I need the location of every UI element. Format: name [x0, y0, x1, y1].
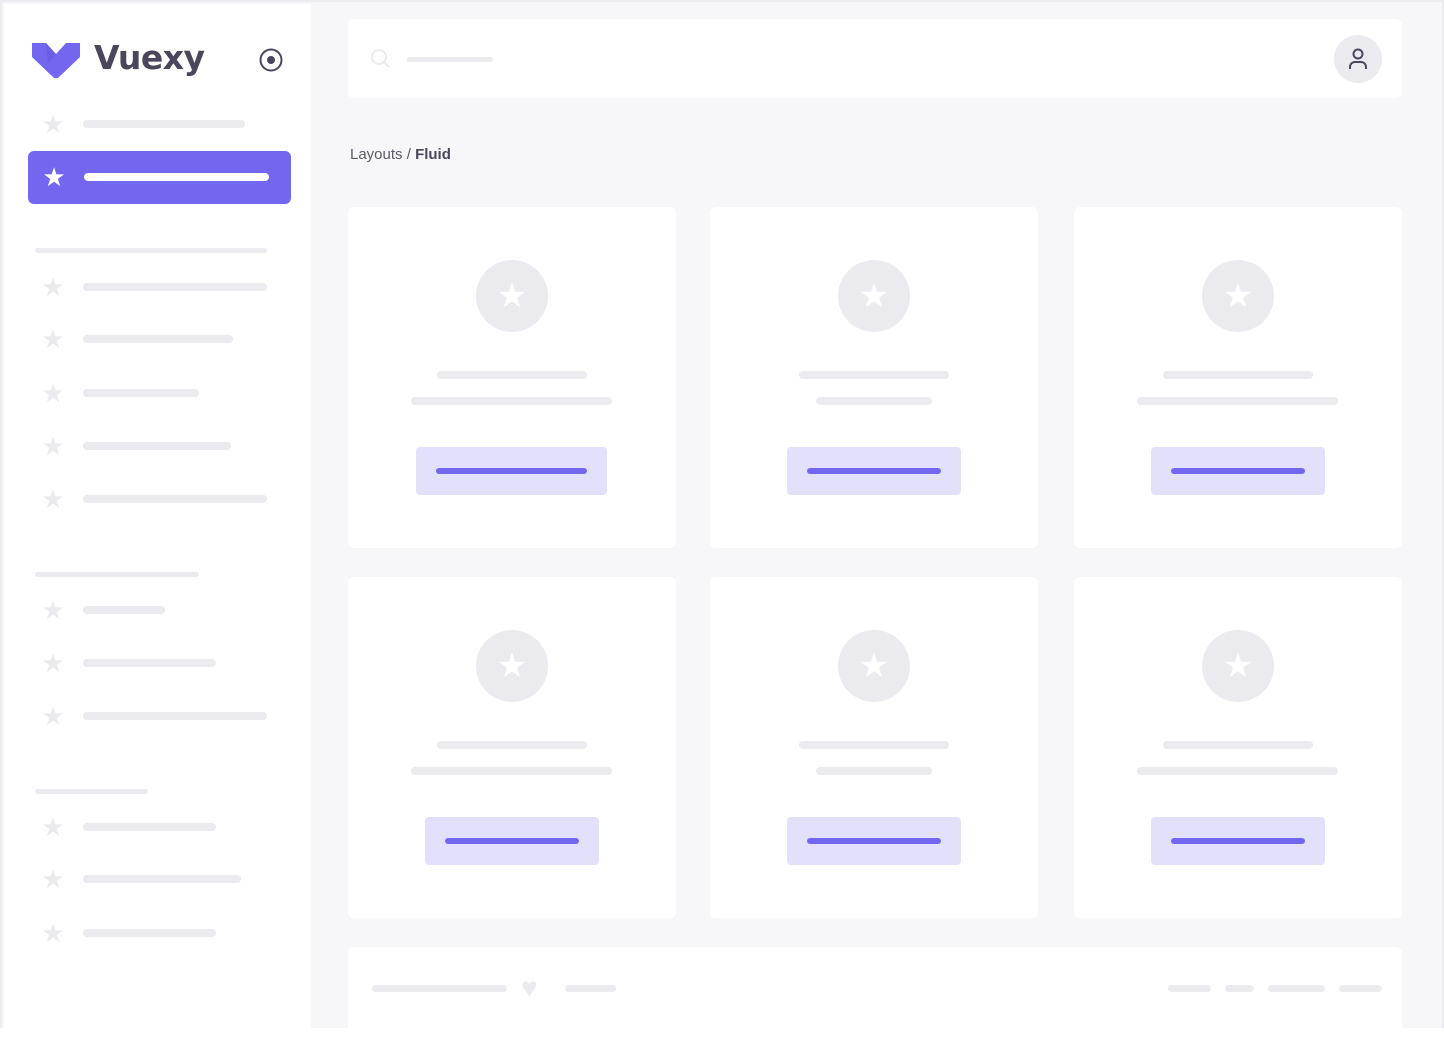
sidebar: Vuexy ★ ★ ★ ★ ★ ★ ★ ★ ★ ★ ★ ★ ★: [4, 4, 311, 1030]
footer: ♥: [348, 947, 1402, 1037]
placeholder-line: [83, 283, 267, 291]
breadcrumb-parent[interactable]: Layouts: [350, 146, 403, 163]
content-card: ★: [710, 577, 1038, 918]
star-icon: ★: [41, 431, 65, 461]
section-header: [35, 248, 267, 253]
breadcrumb-current: Fluid: [415, 146, 451, 163]
star-icon: ★: [41, 378, 65, 408]
star-icon: ★: [41, 272, 65, 302]
placeholder-line: [799, 741, 949, 749]
star-icon: ★: [41, 701, 65, 731]
button-label-placeholder: [436, 468, 587, 474]
card-button[interactable]: [425, 817, 599, 865]
user-icon: [1349, 48, 1367, 69]
placeholder-line: [372, 985, 507, 992]
placeholder-line: [565, 985, 616, 992]
star-icon: ★: [41, 864, 65, 894]
footer-link[interactable]: [1268, 985, 1325, 992]
card-button[interactable]: [787, 447, 961, 495]
star-icon: ★: [476, 260, 548, 332]
placeholder-line: [816, 767, 932, 775]
section-header: [35, 789, 148, 794]
footer-link[interactable]: [1168, 985, 1211, 992]
star-icon: ★: [476, 630, 548, 702]
search-icon[interactable]: [370, 48, 392, 70]
placeholder-line: [437, 741, 587, 749]
star-icon: ★: [838, 630, 910, 702]
placeholder-line: [84, 173, 269, 181]
button-label-placeholder: [1171, 838, 1305, 844]
placeholder-line: [799, 371, 949, 379]
star-icon: ★: [838, 260, 910, 332]
star-icon: ★: [41, 812, 65, 842]
content-card: ★: [348, 207, 676, 548]
star-icon: ★: [41, 918, 65, 948]
brand-name: Vuexy: [94, 38, 205, 77]
placeholder-line: [83, 495, 267, 503]
radio-circle-icon[interactable]: [259, 48, 283, 72]
section-header: [35, 572, 199, 577]
content-card: ★: [1074, 577, 1402, 918]
star-icon: ★: [1202, 260, 1274, 332]
card-button[interactable]: [787, 817, 961, 865]
placeholder-line: [1137, 397, 1338, 405]
placeholder-line: [83, 659, 216, 667]
placeholder-line: [83, 120, 245, 128]
placeholder-line: [83, 875, 241, 883]
placeholder-line: [1163, 371, 1313, 379]
card-button[interactable]: [416, 447, 607, 495]
placeholder-line: [411, 397, 612, 405]
breadcrumb-separator: /: [402, 146, 416, 163]
search-input[interactable]: [407, 57, 493, 62]
placeholder-line: [83, 335, 233, 343]
placeholder-line: [1163, 741, 1313, 749]
button-label-placeholder: [807, 468, 941, 474]
card-button[interactable]: [1151, 447, 1325, 495]
placeholder-line: [83, 389, 199, 397]
user-avatar[interactable]: [1334, 35, 1382, 83]
placeholder-line: [83, 442, 231, 450]
placeholder-line: [1137, 767, 1338, 775]
placeholder-line: [83, 823, 216, 831]
star-icon: ★: [41, 324, 65, 354]
content-card: ★: [348, 577, 676, 918]
footer-link[interactable]: [1339, 985, 1382, 992]
content-card: ★: [1074, 207, 1402, 548]
placeholder-line: [83, 929, 216, 937]
footer-link[interactable]: [1225, 985, 1254, 992]
star-icon: ★: [41, 648, 65, 678]
brand-logo-icon: [32, 43, 80, 78]
star-icon: ★: [1202, 630, 1274, 702]
placeholder-line: [83, 606, 165, 614]
heart-icon: ♥: [521, 972, 538, 1003]
star-icon: ★: [41, 595, 65, 625]
breadcrumb: Layouts / Fluid: [350, 146, 451, 163]
star-icon: ★: [42, 162, 66, 192]
placeholder-line: [437, 371, 587, 379]
button-label-placeholder: [1171, 468, 1305, 474]
star-icon: ★: [41, 484, 65, 514]
navbar: [348, 19, 1402, 98]
button-label-placeholder: [807, 838, 941, 844]
placeholder-line: [411, 767, 612, 775]
star-icon: ★: [41, 109, 65, 139]
sidebar-item-active[interactable]: ★: [28, 151, 291, 204]
button-label-placeholder: [445, 838, 579, 844]
placeholder-line: [83, 712, 267, 720]
content-card: ★: [710, 207, 1038, 548]
placeholder-line: [816, 397, 932, 405]
card-button[interactable]: [1151, 817, 1325, 865]
